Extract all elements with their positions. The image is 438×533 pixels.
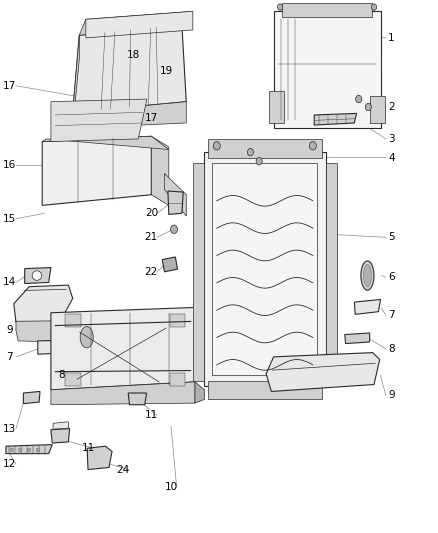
Polygon shape <box>168 191 183 214</box>
Polygon shape <box>53 422 68 429</box>
Circle shape <box>365 103 371 111</box>
Polygon shape <box>269 91 285 123</box>
Polygon shape <box>193 163 204 381</box>
Text: 24: 24 <box>117 465 130 474</box>
Text: 9: 9 <box>388 390 395 400</box>
Polygon shape <box>162 257 177 272</box>
Text: 20: 20 <box>145 208 158 219</box>
Polygon shape <box>266 353 380 391</box>
Circle shape <box>309 142 316 150</box>
Text: 10: 10 <box>164 482 177 492</box>
Text: 13: 13 <box>3 424 16 434</box>
Polygon shape <box>23 391 40 403</box>
Text: 1: 1 <box>388 33 395 43</box>
Polygon shape <box>86 11 193 38</box>
Polygon shape <box>51 99 147 142</box>
Ellipse shape <box>18 448 22 452</box>
Circle shape <box>170 225 177 233</box>
Text: 7: 7 <box>388 310 395 320</box>
Text: 8: 8 <box>59 370 65 381</box>
Polygon shape <box>204 152 326 386</box>
Polygon shape <box>16 321 71 342</box>
Text: 12: 12 <box>3 459 16 469</box>
Polygon shape <box>128 393 147 405</box>
Polygon shape <box>345 333 370 344</box>
Polygon shape <box>79 11 193 35</box>
Polygon shape <box>65 314 81 327</box>
Polygon shape <box>208 139 321 158</box>
Polygon shape <box>42 136 169 150</box>
Ellipse shape <box>10 448 13 452</box>
Polygon shape <box>274 11 381 128</box>
Text: 11: 11 <box>81 443 95 453</box>
Text: 21: 21 <box>145 232 158 243</box>
Text: 16: 16 <box>3 160 16 171</box>
Polygon shape <box>195 382 205 403</box>
Polygon shape <box>354 300 381 314</box>
Text: 17: 17 <box>145 112 158 123</box>
Circle shape <box>256 158 262 165</box>
Text: 15: 15 <box>3 214 16 224</box>
Polygon shape <box>51 308 195 390</box>
Circle shape <box>356 95 362 103</box>
Polygon shape <box>38 340 77 354</box>
Polygon shape <box>170 314 185 327</box>
Text: 17: 17 <box>3 81 16 91</box>
Ellipse shape <box>80 327 93 348</box>
Polygon shape <box>164 173 186 216</box>
Text: 6: 6 <box>388 272 395 282</box>
Polygon shape <box>14 285 73 322</box>
Text: 8: 8 <box>388 344 395 354</box>
Text: 5: 5 <box>388 232 395 243</box>
Ellipse shape <box>27 448 31 452</box>
Polygon shape <box>208 381 321 399</box>
Text: 3: 3 <box>388 134 395 144</box>
Ellipse shape <box>361 261 374 290</box>
Polygon shape <box>73 25 186 112</box>
Text: 18: 18 <box>127 50 141 60</box>
Ellipse shape <box>36 448 39 452</box>
Polygon shape <box>212 163 317 375</box>
Text: 9: 9 <box>6 325 13 335</box>
Polygon shape <box>170 373 185 385</box>
Polygon shape <box>65 373 81 385</box>
Polygon shape <box>326 163 337 381</box>
Polygon shape <box>73 102 186 128</box>
Text: 11: 11 <box>145 410 158 421</box>
Text: 19: 19 <box>160 66 173 76</box>
Text: 14: 14 <box>3 278 16 287</box>
Polygon shape <box>283 3 372 17</box>
Polygon shape <box>73 322 99 353</box>
Ellipse shape <box>32 271 42 280</box>
Text: 4: 4 <box>388 152 395 163</box>
Text: 2: 2 <box>388 102 395 112</box>
Text: 22: 22 <box>145 267 158 277</box>
Text: 7: 7 <box>6 352 13 362</box>
Polygon shape <box>51 429 70 443</box>
Polygon shape <box>73 35 79 128</box>
Circle shape <box>247 149 254 156</box>
Ellipse shape <box>364 264 371 287</box>
Polygon shape <box>370 96 385 123</box>
Polygon shape <box>25 268 51 284</box>
Circle shape <box>213 142 220 150</box>
Polygon shape <box>6 445 52 454</box>
Polygon shape <box>87 446 112 470</box>
Polygon shape <box>42 136 151 205</box>
Circle shape <box>371 4 377 10</box>
Polygon shape <box>151 136 169 205</box>
Circle shape <box>278 4 283 10</box>
Polygon shape <box>51 382 195 405</box>
Polygon shape <box>314 114 357 125</box>
